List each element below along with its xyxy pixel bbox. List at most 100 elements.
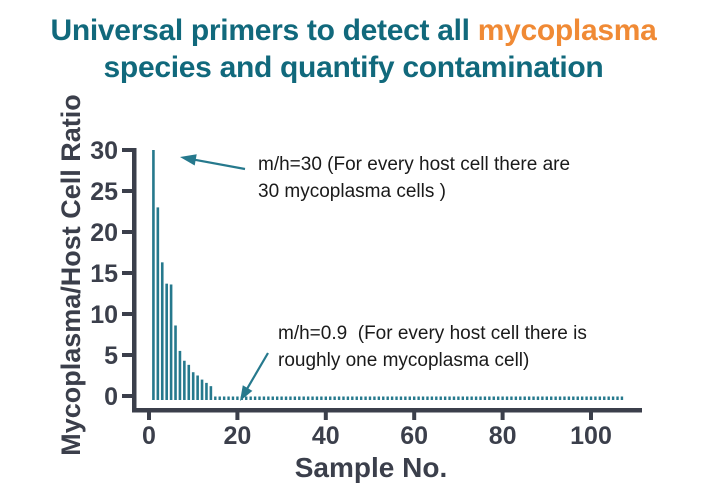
y-tick-label: 30 (90, 137, 118, 165)
dotted-tail-mark (589, 396, 593, 400)
x-tick (323, 408, 328, 420)
y-tick (122, 353, 132, 357)
bar (174, 325, 177, 400)
dotted-tail-mark (488, 396, 491, 400)
dotted-tail-mark (320, 396, 323, 400)
dotted-tail-mark (417, 396, 420, 400)
dotted-tail-mark (421, 396, 425, 400)
dotted-tail-mark (236, 396, 239, 400)
dotted-tail-mark (616, 396, 619, 400)
x-tick-label: 80 (489, 422, 517, 450)
dotted-tail-mark (262, 396, 266, 400)
x-tick (147, 408, 151, 420)
dotted-tail-mark (501, 396, 504, 400)
dotted-tail-mark (351, 396, 354, 400)
y-tick (122, 230, 132, 234)
y-axis-line (132, 148, 137, 412)
dotted-tail-mark (563, 396, 566, 400)
dotted-tail-mark (293, 396, 297, 400)
dotted-tail-mark (245, 396, 248, 400)
bar (196, 375, 199, 400)
dotted-tail-mark (240, 396, 244, 400)
x-tick-label: 60 (400, 422, 428, 450)
dotted-tail-mark (311, 396, 314, 400)
y-tick-label: 10 (90, 301, 118, 329)
dotted-tail-mark (466, 396, 469, 400)
dotted-tail-mark (355, 396, 358, 400)
dotted-tail-mark (368, 396, 372, 400)
dotted-tail-mark (275, 396, 279, 400)
bar (205, 382, 208, 400)
dotted-tail-mark (280, 396, 283, 400)
dotted-tail-mark (603, 396, 606, 400)
dotted-tail-mark (399, 396, 403, 400)
y-tick (122, 312, 132, 316)
dotted-tail-mark (461, 396, 465, 400)
x-tick (589, 408, 593, 420)
dotted-tail-mark (377, 396, 381, 400)
y-tick-label: 5 (104, 342, 118, 370)
y-tick (122, 189, 132, 193)
dotted-tail-mark (227, 396, 230, 400)
dotted-tail-mark (298, 396, 301, 400)
annotation-mh30: m/h=30 (For every host cell there are 30… (258, 151, 570, 205)
x-tick-label: 20 (223, 422, 251, 450)
x-axis-line (132, 408, 642, 413)
dotted-tail-mark (430, 396, 434, 400)
bar (152, 150, 155, 400)
dotted-tail-mark (598, 396, 602, 400)
dotted-tail-mark (249, 396, 252, 400)
dotted-tail-mark (536, 396, 540, 400)
dotted-tail-mark (439, 396, 442, 400)
y-tick-label: 15 (90, 260, 118, 288)
dotted-tail-mark (267, 396, 270, 400)
bar (178, 350, 182, 400)
dotted-tail-mark (218, 396, 221, 400)
dotted-tail-mark (364, 396, 367, 400)
bar (187, 364, 191, 400)
dotted-tail-mark (386, 396, 389, 400)
dotted-tail-mark (258, 396, 261, 400)
dotted-tail-mark (324, 396, 327, 400)
title-line-1: Universal primers to detect all mycoplas… (0, 12, 707, 49)
dotted-tail-mark (527, 396, 531, 400)
dotted-tail-mark (607, 396, 610, 400)
dotted-tail-mark (554, 396, 557, 400)
bar (191, 372, 195, 400)
dotted-tail-mark (505, 396, 509, 400)
y-tick (122, 394, 132, 398)
y-tick-label: 25 (90, 178, 118, 206)
dotted-tail-mark (337, 396, 341, 400)
annotation-mh09: m/h=0.9 (For every host cell there is ro… (278, 320, 587, 374)
bar (209, 386, 213, 400)
dotted-tail-mark (514, 396, 518, 400)
bar (156, 207, 160, 400)
dotted-tail-mark (315, 396, 319, 400)
dotted-tail-mark (580, 396, 584, 400)
dotted-tail-mark (359, 396, 363, 400)
dotted-tail-mark (519, 396, 522, 400)
dotted-tail-mark (532, 396, 535, 400)
arrow-mh30-icon (180, 154, 246, 171)
title-text-plain: Universal primers to detect all (50, 14, 478, 47)
dotted-tail-mark (346, 396, 350, 400)
dotted-tail-mark (452, 396, 456, 400)
dotted-tail-mark (620, 396, 624, 400)
x-tick (412, 408, 417, 420)
y-tick-label: 20 (90, 219, 118, 247)
dotted-tail-mark (594, 396, 597, 400)
bar (183, 360, 186, 400)
y-tick-label: 0 (104, 383, 118, 411)
title-text-highlight: mycoplasma (477, 14, 657, 47)
dotted-tail-mark (306, 396, 310, 400)
dotted-tail-mark (382, 396, 385, 400)
dotted-tail-mark (443, 396, 447, 400)
bar (169, 284, 173, 400)
dotted-tail-mark (390, 396, 394, 400)
x-tick-label: 0 (142, 422, 156, 450)
annotation-mh09-line1: m/h=0.9 (For every host cell there is (278, 323, 587, 344)
dotted-tail-mark (271, 396, 274, 400)
annotation-mh09-line2: roughly one mycoplasma cell) (278, 350, 530, 371)
